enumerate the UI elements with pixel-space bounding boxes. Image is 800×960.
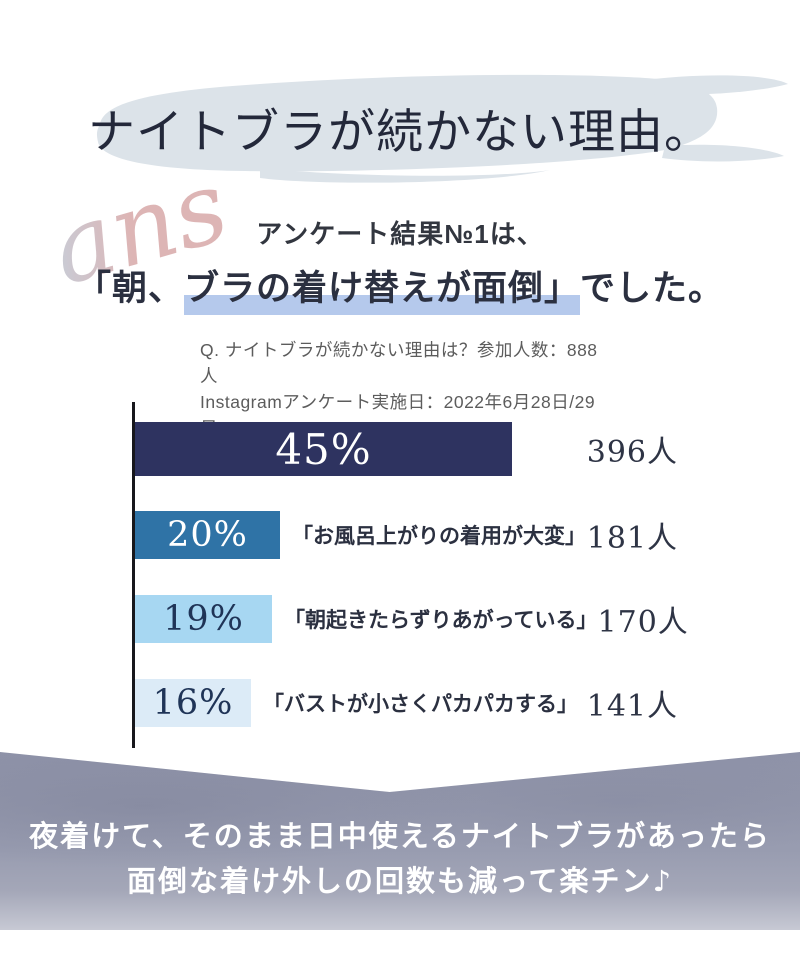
bar-percent: 20% (167, 515, 248, 555)
page-title: ナイトブラが続かない理由。 (88, 104, 712, 160)
bar-row-3: 19% 「朝起きたらずりあがっている」 170人 (135, 595, 688, 643)
headline-suffix: でした。 (580, 269, 725, 308)
bar-count: 141人 (586, 689, 678, 724)
bar-16-percent: 16% (135, 679, 251, 727)
chart-axis-line (132, 402, 135, 748)
footer-message-line2: 面倒な着け外しの回数も減って楽チン♪ (126, 864, 674, 898)
bar-percent: 19% (163, 599, 244, 639)
footer-message-line1: 夜着けて、そのまま日中使えるナイトブラがあったら (29, 819, 771, 853)
bar-45-percent: 45% (135, 422, 512, 476)
title-block: ナイトブラが続かない理由。 (70, 58, 790, 190)
bar-percent: 16% (152, 683, 234, 723)
headline-highlight: ブラの着け替えが面倒」 (183, 269, 580, 315)
headline-prefix: 「朝、 (75, 269, 184, 308)
survey-result-subtitle: アンケート結果№1は、 (256, 219, 544, 249)
bar-20-percent: 20% (135, 511, 280, 559)
bar-row-2: 20% 「お風呂上がりの着用が大変」 181人 (135, 511, 678, 559)
survey-answer-headline: 「朝、ブラの着け替えが面倒」でした。 (0, 260, 800, 315)
bar-19-percent: 19% (135, 595, 272, 643)
bar-label: 「お風呂上がりの着用が大変」 (292, 525, 586, 548)
bar-label: 「朝起きたらずりあがっている」 (284, 609, 598, 632)
bar-percent: 45% (275, 424, 372, 474)
survey-bar-chart: 45% 396人 20% 「お風呂上がりの着用が大変」 181人 19% 「朝起… (0, 402, 800, 748)
bar-count: 181人 (586, 521, 678, 556)
bar-row-1: 45% 396人 (135, 422, 678, 476)
bar-label: 「バストが小さくパカパカする」 (263, 693, 578, 716)
brush-stroke-shape (96, 74, 788, 183)
bar-count: 170人 (597, 605, 689, 640)
bar-count: 396人 (586, 435, 678, 470)
bar-row-4: 16% 「バストが小さくパカパカする」 141人 (135, 679, 678, 727)
footer-message-band: 夜着けて、そのまま日中使えるナイトブラがあったら 面倒な着け外しの回数も減って楽… (0, 752, 800, 930)
survey-question-line: Q. ナイトブラが続かない理由は？参加人数：888人 (200, 340, 598, 386)
